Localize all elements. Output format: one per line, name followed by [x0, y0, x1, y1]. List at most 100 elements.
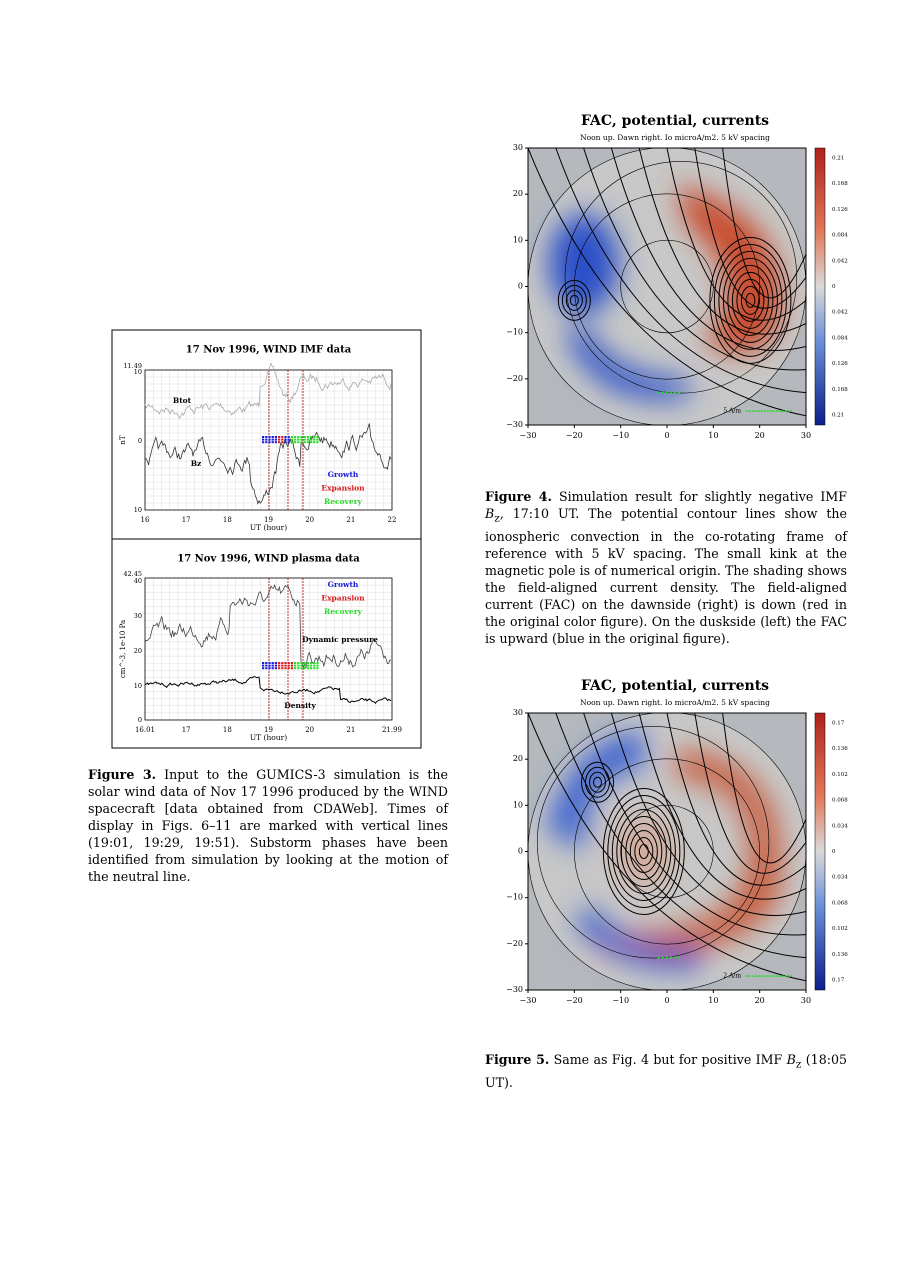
colorbar-label: 0.068: [832, 900, 848, 906]
x-tick-label: 16: [141, 516, 150, 524]
fac-blob: [597, 749, 781, 956]
curve-label: Dynamic pressure: [302, 635, 378, 644]
contour: [581, 761, 614, 803]
phase-marker: [290, 667, 293, 670]
y-tick-label: 10: [513, 235, 523, 244]
phase-marker: [265, 662, 268, 664]
phase-marker: [287, 438, 290, 441]
phase-marker: [268, 438, 271, 441]
y-tick-label: 20: [513, 754, 523, 763]
colorbar: [814, 712, 826, 991]
phase-marker: [310, 438, 313, 441]
phase-marker: [300, 436, 303, 438]
contour: [666, 148, 806, 321]
contour: [528, 713, 806, 982]
legend-label: Recovery: [324, 607, 363, 616]
curve-label: Btot: [173, 396, 192, 405]
colorbar-label: 0.042: [832, 310, 848, 316]
phase-marker: [290, 438, 293, 441]
x-tick-label: 19: [264, 516, 273, 524]
phase-marker: [281, 662, 284, 664]
phase-marker: [294, 438, 297, 441]
contour: [740, 285, 760, 315]
phase-marker: [278, 436, 281, 438]
contour: [528, 148, 806, 417]
phase-marker: [297, 441, 300, 444]
colorbar-label: 0.168: [832, 181, 848, 187]
phase-marker: [300, 667, 303, 670]
contour: [602, 788, 685, 915]
x-tick-label: −30: [520, 431, 537, 440]
colorbar-label: 0.126: [832, 207, 848, 213]
phase-marker: [262, 664, 265, 667]
phase-marker: [281, 436, 284, 438]
phase-marker: [290, 441, 293, 444]
y-tick-label: 0: [518, 282, 523, 291]
x-tick-label: −20: [566, 996, 583, 1005]
scale-label: 2 A/m: [723, 973, 741, 980]
phase-marker: [287, 441, 290, 444]
phase-marker: [306, 662, 309, 664]
phase-marker: [297, 664, 300, 667]
figure-subtitle: Noon up. Dawn right. Io microA/m2. 5 kV …: [580, 133, 770, 142]
x-tick-label: 0: [664, 996, 669, 1005]
x-tick-label: 16.01: [135, 726, 155, 734]
phase-marker: [306, 667, 309, 670]
phase-marker: [303, 436, 306, 438]
contour: [709, 236, 792, 364]
x-tick-label: 18: [223, 516, 232, 524]
phase-marker: [262, 441, 265, 444]
colorbar-label: 0.084: [832, 335, 848, 341]
colorbar-label: 0.17: [832, 978, 845, 984]
phase-marker: [284, 664, 287, 667]
phase-marker: [300, 438, 303, 441]
contour: [569, 294, 579, 306]
y-tick-label: 30: [513, 143, 523, 152]
phase-marker: [274, 436, 277, 438]
panel-title: 17 Nov 1996, WIND plasma data: [177, 554, 360, 565]
x-axis-label: UT (hour): [250, 733, 287, 742]
phase-marker: [313, 436, 316, 438]
y-tick-label: −10: [506, 328, 523, 337]
caption-label: Figure 5.: [485, 1052, 550, 1067]
phase-marker: [300, 662, 303, 664]
x-tick-label: 20: [755, 996, 765, 1005]
colorbar-label: 0.034: [832, 823, 848, 829]
y-tick-label: −20: [506, 939, 523, 948]
phase-marker: [265, 441, 268, 444]
phase-marker: [294, 436, 297, 438]
trace: [144, 583, 391, 670]
phase-marker: [265, 438, 268, 441]
phase-marker: [290, 662, 293, 664]
contour: [583, 148, 806, 371]
phase-marker: [268, 662, 271, 664]
map: [528, 713, 806, 990]
colorbar-label: 0.136: [832, 952, 848, 958]
phase-marker: [310, 664, 313, 667]
phase-marker: [268, 436, 271, 438]
x-tick-label: 17: [182, 726, 191, 734]
phase-marker: [284, 667, 287, 670]
x-tick-label: 30: [801, 996, 811, 1005]
phase-marker: [271, 438, 274, 441]
map: [528, 148, 806, 425]
trace: [144, 362, 392, 420]
phase-marker: [297, 662, 300, 664]
colorbar-label: 0.042: [832, 258, 848, 264]
phase-marker: [278, 438, 281, 441]
colorbar-label: 0: [832, 284, 836, 290]
colorbar-label: 0.102: [832, 772, 848, 778]
phase-marker: [316, 436, 319, 438]
phase-marker: [297, 436, 300, 438]
phase-marker: [306, 436, 309, 438]
contour: [722, 713, 806, 864]
phase-marker: [274, 662, 277, 664]
phase-marker: [310, 662, 313, 664]
phase-marker: [265, 664, 268, 667]
x-tick-label: 0: [664, 431, 669, 440]
phase-marker: [281, 664, 284, 667]
phase-marker: [271, 441, 274, 444]
colorbar: [814, 147, 826, 426]
phase-marker: [294, 667, 297, 670]
